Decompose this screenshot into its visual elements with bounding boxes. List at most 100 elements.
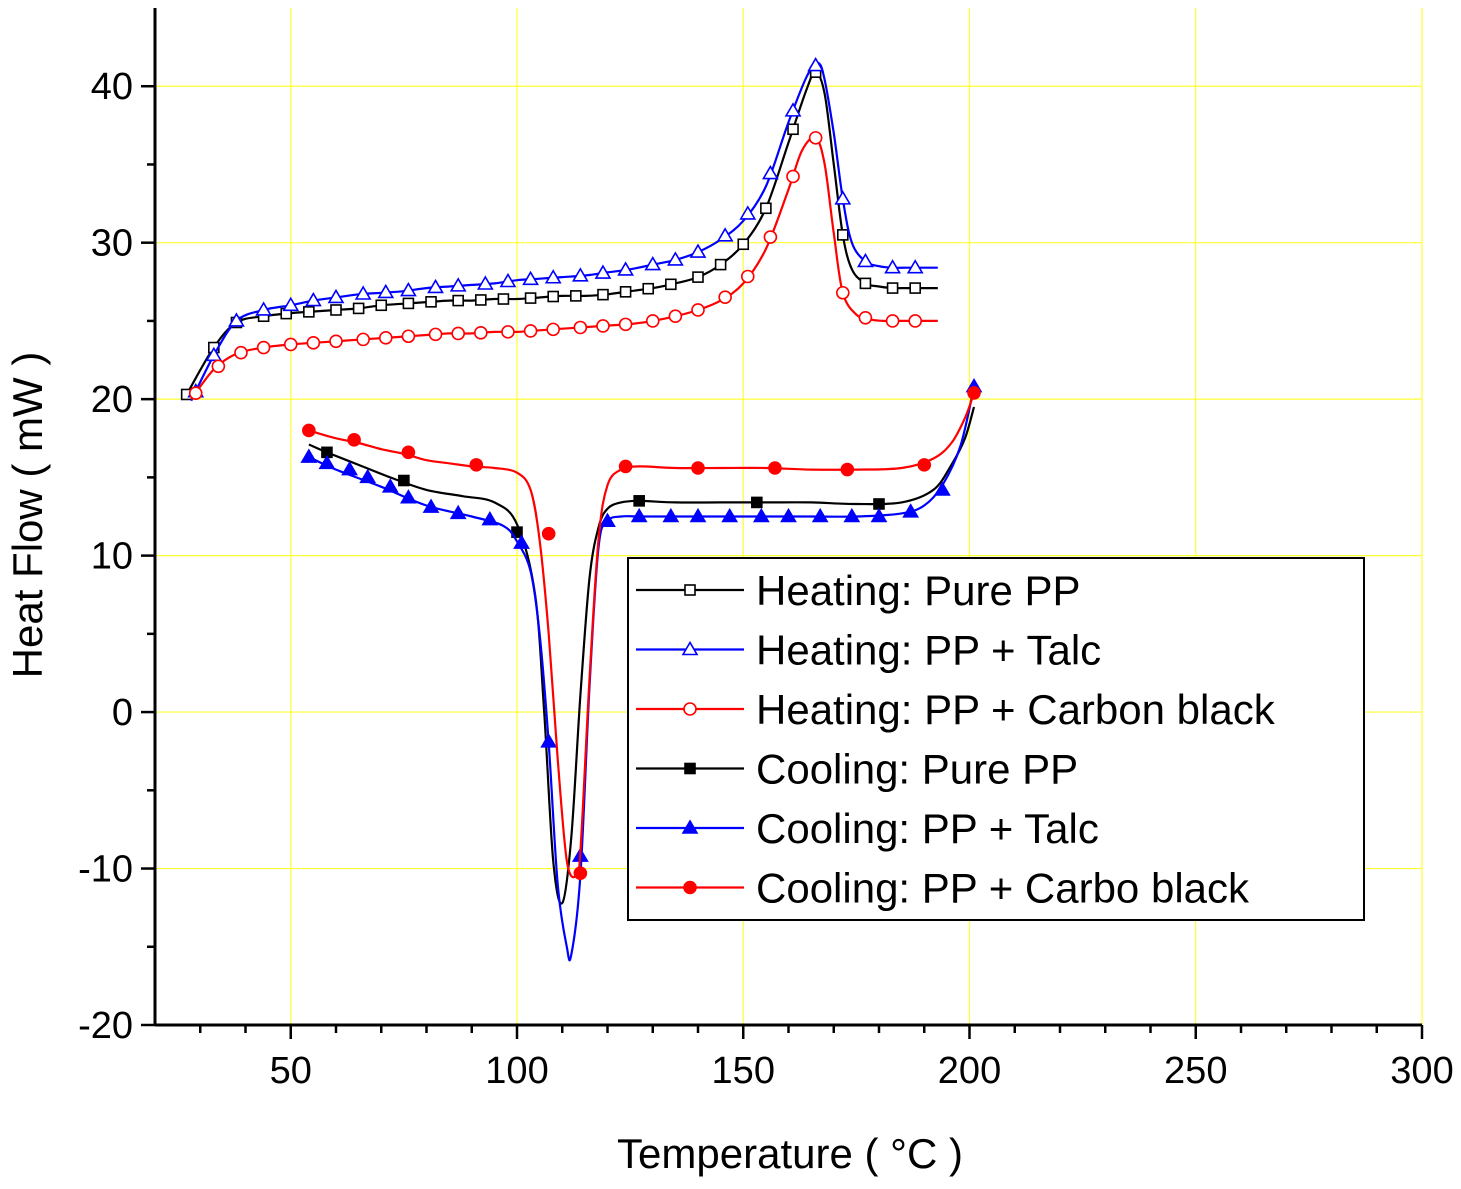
data-point (513, 534, 530, 549)
legend-item: Heating: Pure PP (636, 567, 1081, 614)
data-point (318, 454, 336, 470)
legend-item: Cooling: PP + Carbo black (636, 865, 1250, 912)
data-point (768, 461, 782, 475)
data-point (449, 277, 467, 292)
data-point (763, 230, 778, 244)
data-point (347, 433, 361, 447)
data-point (760, 202, 772, 215)
tick-labels: 50 100 150 200 250 300 -20 -10 0 10 20 30 40 (78, 66, 1454, 1092)
data-point (422, 498, 440, 513)
data-point (642, 282, 655, 295)
data-point (689, 507, 707, 523)
y-tick-label: 20 (91, 379, 133, 421)
data-point (303, 306, 315, 318)
data-point (541, 526, 556, 541)
data-point (917, 458, 932, 472)
legend: Heating: Pure PP Heating: PP + Talc Heatin… (627, 557, 1365, 921)
series-line (308, 406, 976, 905)
series-layer (180, 56, 983, 962)
data-point (834, 190, 852, 205)
data-point (906, 259, 924, 274)
data-point (282, 296, 300, 312)
data-point (375, 299, 388, 312)
data-point (857, 252, 874, 268)
data-point (908, 314, 923, 328)
data-point (618, 317, 633, 332)
data-point (377, 283, 395, 299)
series-line (185, 70, 938, 396)
data-point (452, 294, 464, 307)
data-point (714, 258, 727, 271)
data-point (873, 498, 885, 510)
data-point (665, 278, 677, 291)
data-point (425, 296, 437, 308)
data-point (354, 285, 372, 300)
data-point (784, 102, 802, 117)
data-point (835, 285, 850, 300)
data-point (473, 326, 488, 340)
data-point (716, 227, 734, 242)
data-point (721, 507, 739, 523)
data-point (933, 481, 951, 496)
data-point (858, 310, 873, 325)
data-point (497, 293, 510, 305)
data-point (666, 251, 684, 266)
data-point (786, 169, 800, 184)
y-tick-label: 40 (91, 66, 133, 108)
legend-label: Cooling: PP + Talc (756, 805, 1099, 852)
data-point (645, 314, 660, 328)
data-point (378, 331, 393, 345)
data-point (522, 270, 539, 286)
data-point (787, 123, 799, 136)
data-point (739, 205, 757, 220)
data-point (352, 302, 365, 315)
legend-marker (681, 640, 699, 656)
data-point (400, 489, 417, 504)
series-cooling-pp-carbo-black (302, 386, 981, 881)
series-heating-pp-carbon-black (188, 131, 938, 401)
legend-label: Cooling: Pure PP (756, 746, 1078, 793)
data-point (283, 337, 298, 352)
legend-label: Heating: PP + Talc (756, 627, 1101, 674)
legend-item: Heating: PP + Talc (636, 627, 1101, 674)
data-point (836, 229, 849, 241)
data-point (692, 271, 704, 283)
data-point (304, 291, 322, 307)
x-tick-label: 300 (1390, 1050, 1453, 1092)
x-tick-label: 250 (1164, 1050, 1227, 1092)
series-heating-pp-talc (187, 56, 938, 402)
data-point (544, 269, 562, 284)
legend-marker (684, 762, 696, 775)
data-point (967, 386, 981, 400)
data-point (573, 320, 588, 335)
data-point (356, 332, 370, 347)
legend-label: Heating: PP + Carbon black (756, 686, 1276, 733)
data-point (327, 288, 345, 304)
data-point (619, 286, 632, 298)
y-tick-label: 0 (112, 692, 133, 734)
y-axis-title: Heat Flow ( mW ) (4, 352, 51, 679)
data-point (633, 495, 645, 507)
data-point (599, 512, 616, 527)
data-point (381, 478, 399, 493)
x-tick-label: 50 (270, 1050, 312, 1092)
data-point (811, 507, 829, 523)
data-point (780, 507, 797, 523)
y-tick-label: 10 (91, 536, 133, 578)
data-point (571, 267, 589, 282)
legend-marker (683, 702, 697, 716)
data-point (662, 507, 680, 523)
legend-item: Cooling: PP + Talc (636, 805, 1099, 852)
data-point (751, 496, 763, 509)
data-point (808, 131, 823, 145)
data-point (228, 312, 245, 327)
data-point (398, 474, 410, 487)
data-point (762, 164, 779, 180)
data-point (211, 359, 226, 374)
data-point (255, 301, 272, 316)
data-point (402, 297, 415, 310)
data-point (740, 269, 755, 284)
data-point (547, 290, 560, 303)
